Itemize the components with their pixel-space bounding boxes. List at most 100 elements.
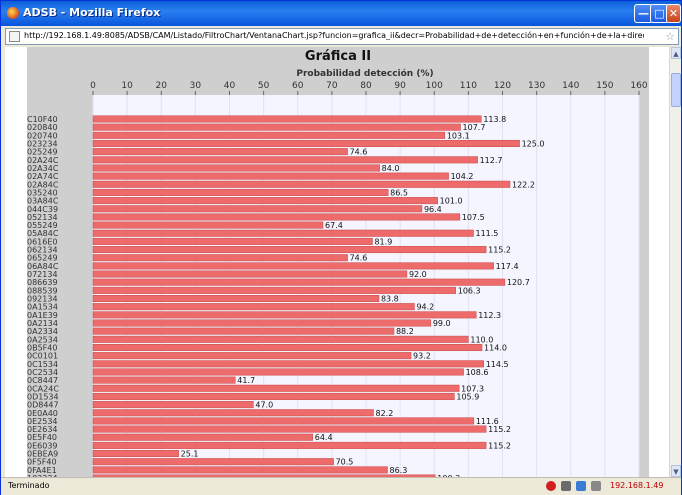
category-label: 0A2134 <box>27 319 58 328</box>
bar-value-label: 96.4 <box>424 205 442 214</box>
bar <box>92 392 455 400</box>
bar-value-label: 83.8 <box>381 295 399 304</box>
title-bar[interactable]: ADSB - Mozilla Firefox — □ ✕ <box>1 1 681 26</box>
maximize-icon: □ <box>654 7 665 20</box>
bar-value-label: 92.0 <box>409 270 427 279</box>
category-label: 102234 <box>27 474 58 477</box>
bar-value-label: 111.6 <box>476 417 499 426</box>
bar <box>92 156 478 164</box>
category-label: 0C1534 <box>27 360 58 369</box>
x-tick-label: 90 <box>394 81 406 91</box>
category-label: 03A84C <box>27 197 59 206</box>
bar <box>92 197 438 205</box>
bar-value-label: 94.2 <box>416 303 434 312</box>
category-label: 023234 <box>27 139 58 148</box>
bar <box>92 213 461 221</box>
category-label: 020740 <box>27 131 58 140</box>
chart: Gráfica II Probabilidad detección (%) 0 1… <box>27 47 649 477</box>
bar <box>92 246 487 254</box>
x-tick-label: 20 <box>156 81 168 91</box>
bar-value-label: 105.9 <box>456 392 479 401</box>
bar <box>92 115 482 123</box>
bar-value-label: 86.3 <box>389 466 407 475</box>
bar-value-label: 101.0 <box>440 197 463 206</box>
x-tick-label: 10 <box>121 81 133 91</box>
bar-value-label: 93.2 <box>413 352 431 361</box>
adblock-icon[interactable] <box>546 481 556 491</box>
category-label: 0C2534 <box>27 368 58 377</box>
x-tick-label: 130 <box>528 81 545 91</box>
category-label: 092134 <box>27 295 58 304</box>
status-text: Terminado <box>8 481 50 490</box>
window-title: ADSB - Mozilla Firefox <box>23 6 161 19</box>
bar-value-label: 125.0 <box>522 139 545 148</box>
bookmark-star-icon[interactable]: ☆ <box>665 30 675 43</box>
bar-value-label: 86.5 <box>390 188 408 197</box>
category-label: 02A24C <box>27 156 59 165</box>
x-tick-label: 0 <box>90 81 96 91</box>
x-tick-label: 50 <box>258 81 270 91</box>
bar-value-label: 64.4 <box>315 433 333 442</box>
addon-icon[interactable] <box>561 481 571 491</box>
category-label: 05A84C <box>27 229 59 238</box>
bar <box>92 148 348 156</box>
category-label: 065249 <box>27 254 58 263</box>
vertical-scrollbar[interactable]: ▲ ▼ <box>669 47 681 477</box>
bar-value-label: 110.0 <box>470 335 493 344</box>
network-icon[interactable] <box>576 481 586 491</box>
category-label: 0FA4E1 <box>27 466 57 475</box>
address-bar[interactable]: http://192.168.1.49:8085/ADSB/CAM/Listad… <box>5 28 679 45</box>
scroll-up-arrow-icon[interactable]: ▲ <box>671 47 681 59</box>
bar-value-label: 103.1 <box>447 131 470 140</box>
minimize-icon: — <box>638 7 649 20</box>
category-label: 0A1E39 <box>27 311 58 320</box>
bar-value-label: 114.0 <box>484 343 507 352</box>
bar-value-label: 112.3 <box>478 311 501 320</box>
bar <box>92 278 506 286</box>
bar <box>92 409 374 417</box>
category-label: 0A2334 <box>27 327 58 336</box>
category-label: 044C39 <box>27 205 58 214</box>
bar <box>92 401 254 409</box>
bar <box>92 164 380 172</box>
category-label: 0E0A40 <box>27 409 58 418</box>
monitor-icon[interactable] <box>591 481 601 491</box>
bar <box>92 466 388 474</box>
bar-value-label: 117.4 <box>496 262 519 271</box>
bar-value-label: 115.2 <box>488 246 511 255</box>
x-axis-label: Probabilidad detección (%) <box>296 68 433 79</box>
scrollbar-thumb[interactable] <box>671 73 681 107</box>
bar <box>92 441 487 449</box>
category-label: 0E2534 <box>27 417 58 426</box>
bar-value-label: 108.6 <box>466 368 489 377</box>
bar-value-label: 47.0 <box>255 401 273 410</box>
category-label: 025249 <box>27 148 58 157</box>
bar <box>92 417 475 425</box>
bar <box>92 286 456 294</box>
bar <box>92 172 449 180</box>
bar-value-label: 81.9 <box>374 237 392 246</box>
x-tick-label: 120 <box>494 81 511 91</box>
bar <box>92 270 408 278</box>
bar <box>92 221 324 229</box>
url-text[interactable]: http://192.168.1.49:8085/ADSB/CAM/Listad… <box>24 31 644 40</box>
bar <box>92 384 460 392</box>
bar <box>92 343 483 351</box>
scroll-down-arrow-icon[interactable]: ▼ <box>671 465 681 477</box>
bar-value-label: 82.2 <box>376 409 394 418</box>
bar <box>92 376 236 384</box>
category-label: 088539 <box>27 286 58 295</box>
close-button[interactable]: ✕ <box>666 4 681 23</box>
bar-value-label: 74.6 <box>350 254 368 263</box>
category-label: 0EBEA9 <box>27 450 58 459</box>
bar <box>92 433 314 441</box>
category-label: 02A84C <box>27 180 59 189</box>
x-tick-label: 70 <box>326 81 338 91</box>
status-bar: Terminado 192.168.1.49 <box>1 477 681 495</box>
category-label: 035240 <box>27 188 58 197</box>
bar <box>92 352 412 360</box>
bar-value-label: 115.2 <box>488 441 511 450</box>
category-label: 0E2634 <box>27 425 58 434</box>
category-label: 0616E0 <box>27 237 58 246</box>
bar <box>92 123 461 131</box>
